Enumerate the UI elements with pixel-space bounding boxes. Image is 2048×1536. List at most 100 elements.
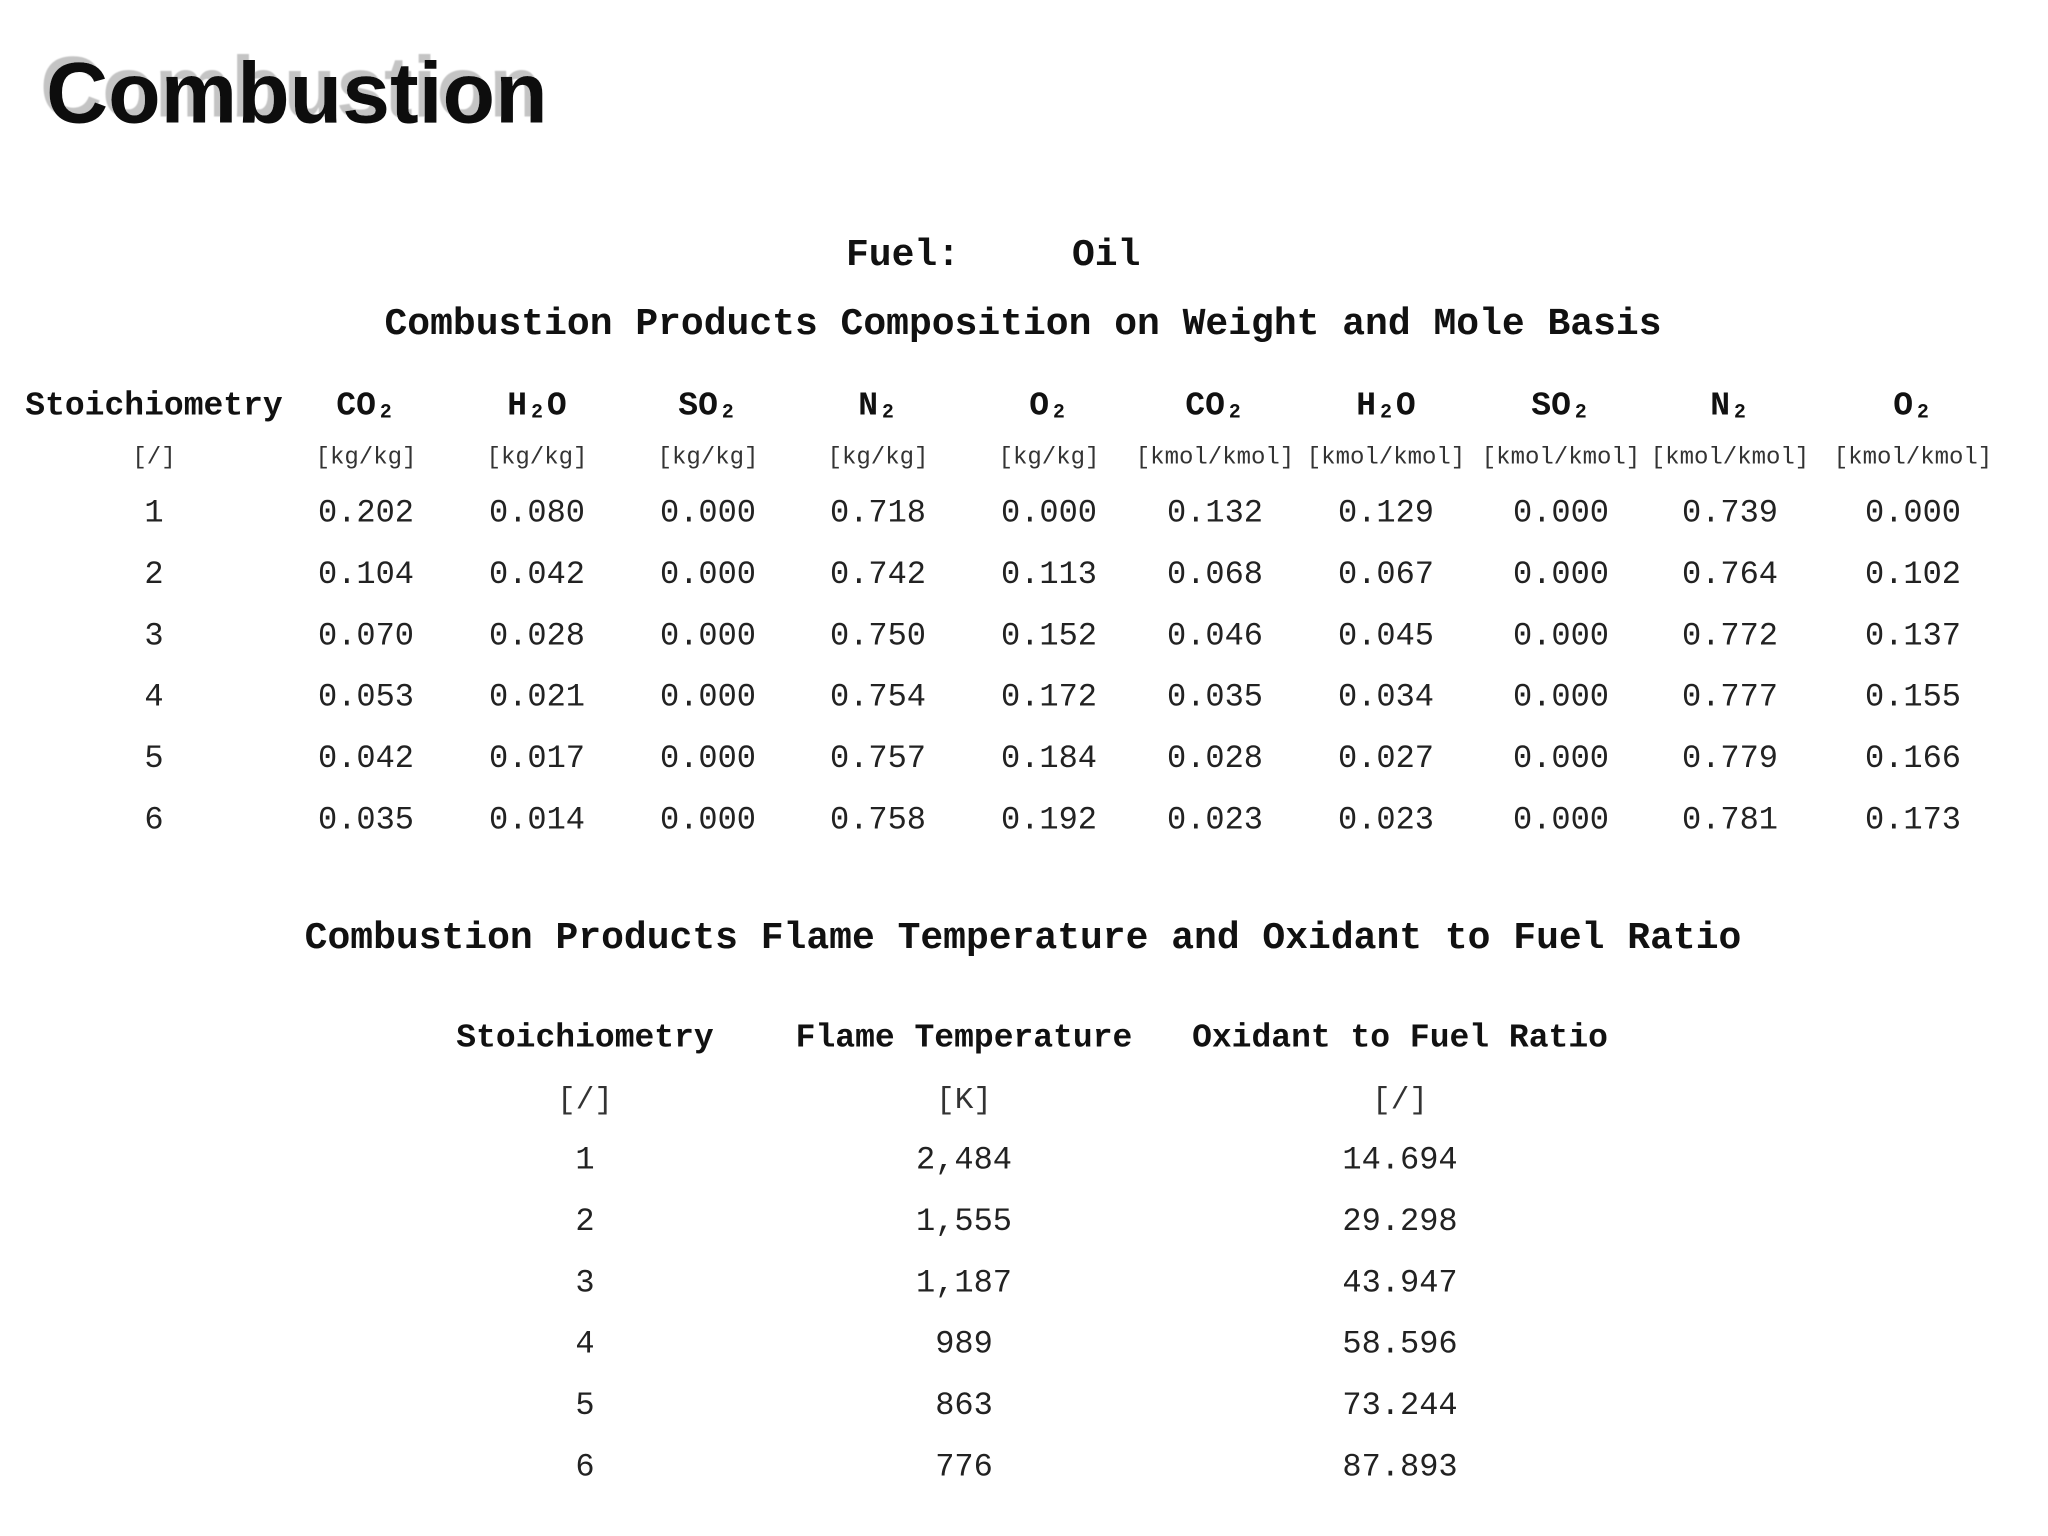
table-cell: 0.739 (1682, 494, 1778, 531)
table-cell: 0.068 (1167, 556, 1263, 593)
table-cell: 2,484 (916, 1141, 1012, 1178)
table-cell: 29.298 (1342, 1203, 1457, 1240)
table-cell: 989 (935, 1326, 993, 1363)
section-title: Combustion Products Composition on Weigh… (384, 303, 1661, 346)
table-cell: 0.023 (1338, 801, 1434, 838)
fuel-value: Oil (1072, 234, 1140, 277)
table-cell: 1 (575, 1141, 594, 1178)
column-header: Stoichiometry (25, 388, 283, 425)
table-cell: 0.129 (1338, 494, 1434, 531)
table-cell: 0.102 (1865, 556, 1961, 593)
table-cell: 0.777 (1682, 679, 1778, 716)
table-cell: 0.772 (1682, 617, 1778, 654)
column-unit: [K] (936, 1083, 992, 1118)
table-cell: 0.172 (1001, 679, 1097, 716)
column-unit: [/] (557, 1083, 613, 1118)
table-cell: 0.750 (830, 617, 926, 654)
column-unit: [kmol/kmol] (1136, 444, 1294, 471)
table-cell: 0.000 (1513, 801, 1609, 838)
table-cell: 0.166 (1865, 740, 1961, 777)
table-cell: 0.000 (660, 494, 756, 531)
table-cell: 0.000 (660, 556, 756, 593)
table-cell: 6 (575, 1448, 594, 1485)
table-cell: 0.042 (318, 740, 414, 777)
column-header: O₂ (1029, 388, 1069, 425)
column-header: Stoichiometry (456, 1020, 714, 1057)
table-cell: 776 (935, 1448, 993, 1485)
column-unit: [kg/kg] (658, 444, 759, 471)
table-cell: 0.045 (1338, 617, 1434, 654)
table-cell: 863 (935, 1387, 993, 1424)
table-cell: 0.046 (1167, 617, 1263, 654)
table-cell: 0.042 (489, 556, 585, 593)
column-unit: [kg/kg] (828, 444, 929, 471)
table-cell: 0.028 (1167, 740, 1263, 777)
table-cell: 0.152 (1001, 617, 1097, 654)
table-cell: 0.000 (660, 679, 756, 716)
table-cell: 6 (144, 801, 163, 838)
table-cell: 0.027 (1338, 740, 1434, 777)
column-unit: [kmol/kmol] (1651, 444, 1809, 471)
table-cell: 0.023 (1167, 801, 1263, 838)
table-cell: 0.000 (1513, 556, 1609, 593)
table-cell: 87.893 (1342, 1448, 1457, 1485)
table-cell: 0.080 (489, 494, 585, 531)
table-cell: 0.000 (1513, 740, 1609, 777)
table-cell: 1,555 (916, 1203, 1012, 1240)
table-cell: 4 (144, 679, 163, 716)
column-unit: [kmol/kmol] (1307, 444, 1465, 471)
table-cell: 0.067 (1338, 556, 1434, 593)
column-header: SO₂ (678, 388, 737, 425)
table-cell: 2 (144, 556, 163, 593)
column-header: SO₂ (1531, 388, 1590, 425)
table-cell: 0.137 (1865, 617, 1961, 654)
table-cell: 0.173 (1865, 801, 1961, 838)
fuel-label: Fuel: (846, 234, 960, 277)
column-unit: [kg/kg] (999, 444, 1100, 471)
table-cell: 0.113 (1001, 556, 1097, 593)
table-cell: 0.070 (318, 617, 414, 654)
column-header: H₂O (507, 388, 566, 425)
table-cell: 3 (144, 617, 163, 654)
section-title: Combustion Products Flame Temperature an… (305, 917, 1742, 960)
table-cell: 0.754 (830, 679, 926, 716)
table-cell: 0.053 (318, 679, 414, 716)
table-cell: 0.757 (830, 740, 926, 777)
table-cell: 0.779 (1682, 740, 1778, 777)
table-cell: 0.035 (318, 801, 414, 838)
table-cell: 73.244 (1342, 1387, 1457, 1424)
table-cell: 0.000 (660, 801, 756, 838)
table-cell: 43.947 (1342, 1264, 1457, 1301)
column-header: CO₂ (1185, 388, 1244, 425)
table-cell: 14.694 (1342, 1141, 1457, 1178)
column-unit: [kg/kg] (487, 444, 588, 471)
table-cell: 2 (575, 1203, 594, 1240)
column-header: Flame Temperature (796, 1020, 1133, 1057)
table-cell: 0.742 (830, 556, 926, 593)
table-cell: 0.028 (489, 617, 585, 654)
page-title: Combustion (46, 46, 548, 142)
table-cell: 0.017 (489, 740, 585, 777)
table-cell: 0.184 (1001, 740, 1097, 777)
column-unit: [kg/kg] (316, 444, 417, 471)
table-cell: 5 (575, 1387, 594, 1424)
column-header: N₂ (1710, 388, 1750, 425)
table-cell: 0.035 (1167, 679, 1263, 716)
table-cell: 0.000 (1513, 617, 1609, 654)
column-header: CO₂ (336, 388, 395, 425)
table-cell: 5 (144, 740, 163, 777)
column-header: N₂ (858, 388, 898, 425)
table-cell: 0.021 (489, 679, 585, 716)
table-cell: 0.104 (318, 556, 414, 593)
column-unit: [/] (1372, 1083, 1428, 1118)
table-cell: 0.192 (1001, 801, 1097, 838)
table-cell: 0.000 (1865, 494, 1961, 531)
column-unit: [kmol/kmol] (1834, 444, 1992, 471)
column-header: Oxidant to Fuel Ratio (1192, 1020, 1608, 1057)
table-cell: 4 (575, 1326, 594, 1363)
table-cell: 0.000 (1001, 494, 1097, 531)
table-cell: 0.718 (830, 494, 926, 531)
table-cell: 0.155 (1865, 679, 1961, 716)
table-cell: 0.781 (1682, 801, 1778, 838)
table-cell: 0.758 (830, 801, 926, 838)
